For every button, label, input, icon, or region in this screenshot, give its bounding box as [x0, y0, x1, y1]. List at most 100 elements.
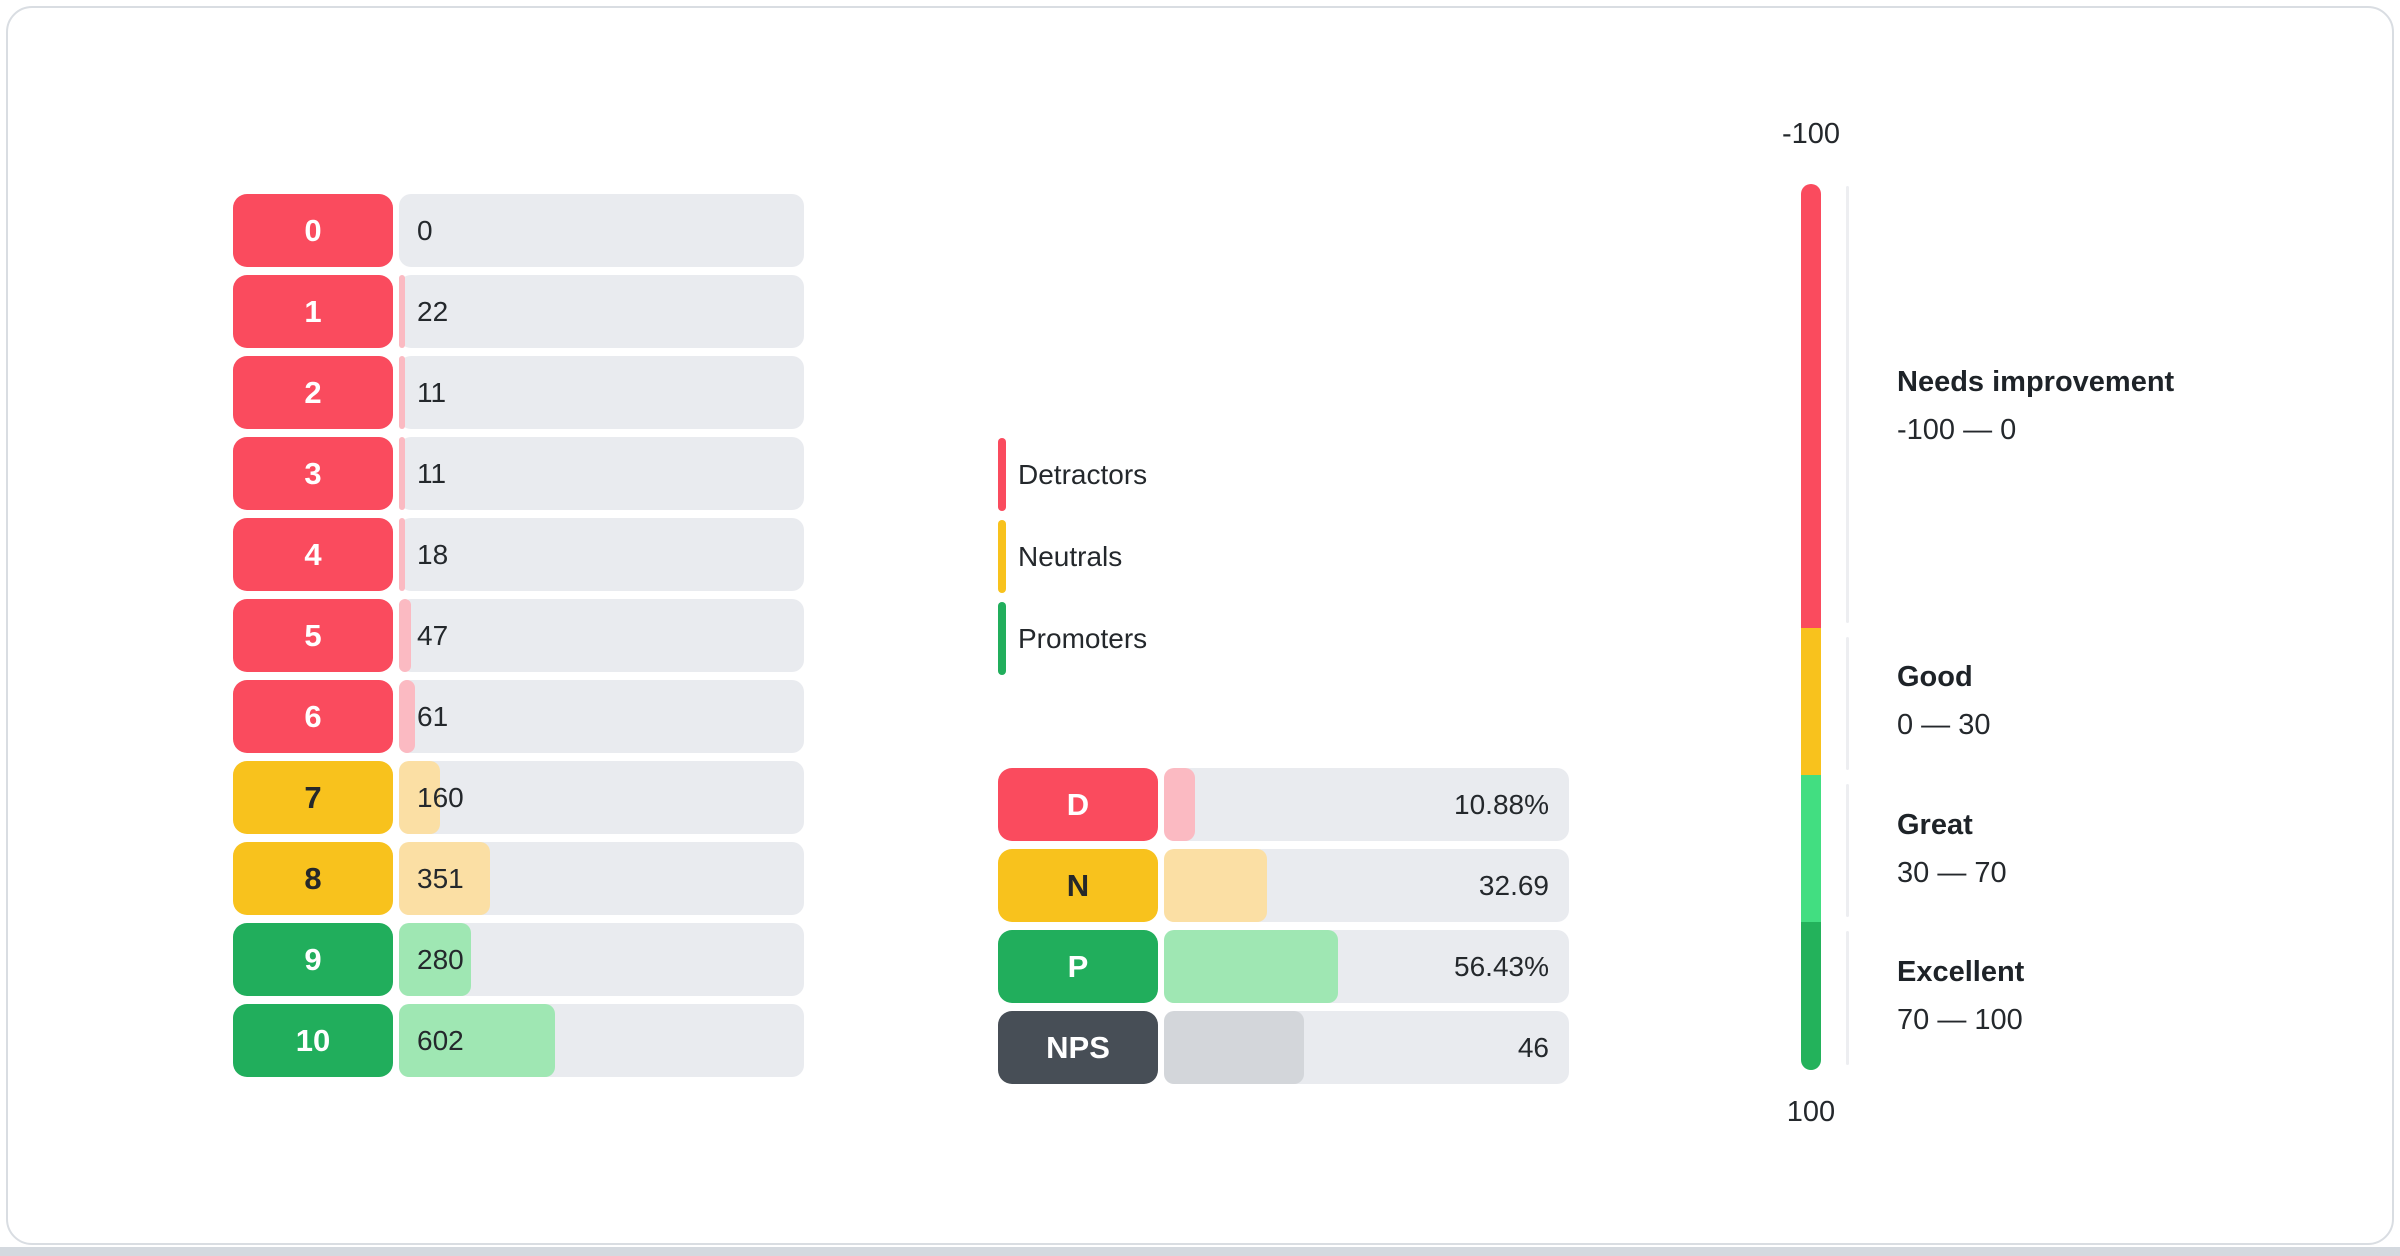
nps-gauge-bar — [1801, 184, 1821, 1070]
legend-color-bar — [998, 520, 1006, 593]
bar-row: D 10.88% — [998, 768, 1569, 841]
bar-row: 5 47 — [233, 599, 804, 672]
gauge-max-label: 100 — [1786, 1096, 1836, 1128]
bar-row-value: 11 — [417, 457, 447, 489]
legend-item: Neutrals — [998, 520, 1147, 593]
bar-row-label: 8 — [233, 842, 393, 915]
gauge-zone-range: 0 — 30 — [1897, 709, 1991, 742]
bar-row-label: 1 — [233, 275, 393, 348]
gauge-zone-title: Needs improvement — [1897, 365, 2175, 398]
bar-row-value: 11 — [417, 376, 447, 408]
bar-row-fill — [399, 275, 405, 348]
gauge-zone-range: 30 — 70 — [1897, 856, 2007, 889]
bar-row-value: 22 — [417, 295, 449, 327]
bar-row-label-text: D — [1066, 786, 1090, 822]
bar-row-track: 32.69 — [1164, 849, 1569, 922]
bar-row: 2 11 — [233, 356, 804, 429]
gauge-separator-line — [1846, 931, 1849, 1065]
bar-row-label: 3 — [233, 437, 393, 510]
gauge-zone-label: Needs improvement -100 — 0 — [1897, 361, 2317, 451]
bar-row-label-text: 2 — [304, 374, 322, 410]
bar-row-track: 160 — [399, 761, 804, 834]
bar-row-value: 602 — [417, 1024, 464, 1056]
bar-row-value: 280 — [417, 943, 464, 975]
bar-row-fill — [399, 761, 441, 834]
bar-row: N 32.69 — [998, 849, 1569, 922]
bar-row-label-text: 6 — [304, 698, 322, 734]
bar-row-label-text: 7 — [304, 779, 322, 815]
bar-row-fill — [399, 356, 405, 429]
bar-row-fill — [1164, 1011, 1304, 1084]
bar-row-label-text: 5 — [304, 617, 322, 653]
bar-row-track: 46 — [1164, 1011, 1569, 1084]
legend: Detractors Neutrals Promoters — [998, 438, 1147, 684]
gauge-separator-line — [1846, 636, 1849, 770]
bar-row: 0 0 — [233, 194, 804, 267]
bar-row-track: 280 — [399, 923, 804, 996]
bar-row-label-text: 9 — [304, 941, 322, 977]
gauge-min-label: -100 — [1781, 118, 1841, 150]
bar-row-fill — [399, 437, 405, 510]
bar-row-label: 6 — [233, 680, 393, 753]
gauge-separator-line — [1846, 186, 1849, 623]
gauge-zone-range: -100 — 0 — [1897, 413, 2017, 446]
bar-row: 9 280 — [233, 923, 804, 996]
bar-row-track: 0 — [399, 194, 804, 267]
bar-row-track: 11 — [399, 356, 804, 429]
bar-row: 8 351 — [233, 842, 804, 915]
bar-row-label: P — [998, 930, 1158, 1003]
bottom-edge-strip — [0, 1247, 2400, 1256]
gauge-zone-title: Good — [1897, 661, 1973, 694]
bar-row-track: 351 — [399, 842, 804, 915]
bar-row-label: 9 — [233, 923, 393, 996]
bar-row-label: 7 — [233, 761, 393, 834]
bar-row-fill — [1164, 768, 1195, 841]
bar-row-value: 32.69 — [1478, 869, 1549, 901]
bar-row-value: 56.43% — [1454, 950, 1549, 982]
bar-row: NPS 46 — [998, 1011, 1569, 1084]
gauge-zone-label: Good 0 — 30 — [1897, 656, 2317, 746]
bar-row-label: 10 — [233, 1004, 393, 1077]
bar-row: 7 160 — [233, 761, 804, 834]
gauge-zone-segment — [1801, 184, 1821, 628]
gauge-zone-label: Great 30 — 70 — [1897, 804, 2317, 894]
bar-row: 10 602 — [233, 1004, 804, 1077]
bar-row-label-text: 3 — [304, 455, 322, 491]
bar-row-label-text: NPS — [1046, 1029, 1110, 1065]
bar-row: 1 22 — [233, 275, 804, 348]
bar-row-label-text: N — [1066, 867, 1090, 903]
bar-row-fill — [399, 518, 405, 591]
bar-row-track: 602 — [399, 1004, 804, 1077]
bar-row-value: 10.88% — [1454, 788, 1549, 820]
bar-row-label-text: 0 — [304, 212, 322, 248]
bar-row-label: 4 — [233, 518, 393, 591]
bar-row-track: 56.43% — [1164, 930, 1569, 1003]
bar-row-value: 351 — [417, 862, 464, 894]
bar-row-track: 61 — [399, 680, 804, 753]
bar-row: 4 18 — [233, 518, 804, 591]
bar-row: 6 61 — [233, 680, 804, 753]
bar-row-value: 160 — [417, 781, 464, 813]
bar-row-fill — [1164, 930, 1339, 1003]
legend-item: Promoters — [998, 602, 1147, 675]
bar-row-track: 18 — [399, 518, 804, 591]
bar-row-value: 61 — [417, 700, 449, 732]
bar-row-label: D — [998, 768, 1158, 841]
legend-label: Detractors — [1018, 458, 1148, 490]
legend-color-bar — [998, 438, 1006, 511]
bar-row-track: 11 — [399, 437, 804, 510]
gauge-separator-line — [1846, 783, 1849, 918]
bar-row-label-text: 1 — [304, 293, 322, 329]
legend-label: Promoters — [1018, 622, 1148, 654]
bar-row-value: 47 — [417, 619, 449, 651]
bar-row-value: 0 — [417, 214, 433, 246]
gauge-zone-title: Great — [1897, 808, 1973, 841]
bar-row-label: 0 — [233, 194, 393, 267]
bar-row: 3 11 — [233, 437, 804, 510]
gauge-zone-segment — [1801, 922, 1821, 1070]
legend-label: Neutrals — [1018, 540, 1123, 572]
gauge-zone-range: 70 — 100 — [1897, 1004, 2023, 1037]
score-distribution-chart: 0 0 1 22 2 11 3 11 4 — [233, 194, 804, 1077]
bar-row-value: 46 — [1517, 1031, 1549, 1063]
